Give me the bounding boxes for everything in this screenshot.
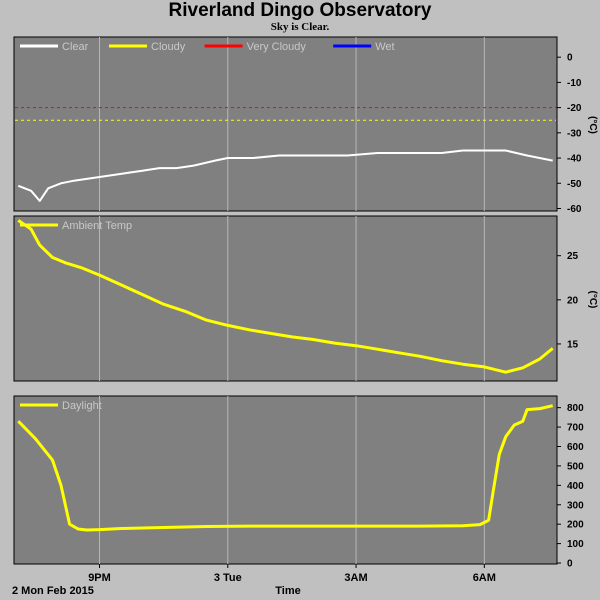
y-tick-label: 25 [567, 251, 579, 262]
series-line-daylight [17, 404, 554, 532]
chart-panel-0: 0 -10 -20 -30 -40 -50 -60 (°C) Clear Cloudy Very C… [13, 36, 598, 215]
y-axis-label: (°C) [587, 291, 598, 309]
sky-status-subtitle: Sky is Clear. [270, 21, 330, 33]
legend-label: Very Cloudy [247, 41, 307, 53]
x-tick-label: 9PM [88, 572, 111, 584]
y-tick-label: 300 [567, 500, 584, 511]
legend-label: Ambient Temp [62, 220, 132, 232]
y-tick-label: 15 [567, 339, 579, 350]
panel-background [13, 215, 558, 382]
x-tick-label: 3AM [344, 572, 367, 584]
series-line-ambient-temp [17, 219, 554, 374]
panel-background [13, 36, 558, 212]
y-tick-label: 600 [567, 442, 584, 453]
y-tick-label: 20 [567, 295, 579, 306]
y-tick-label: 400 [567, 481, 584, 492]
y-tick-label: 100 [567, 539, 584, 550]
legend-label: Wet [375, 41, 394, 53]
legend-label: Clear [62, 41, 89, 53]
y-tick-label: -30 [567, 128, 582, 139]
y-tick-label: -50 [567, 179, 582, 190]
y-tick-label: -60 [567, 204, 582, 215]
y-axis-label: (°C) [587, 116, 598, 134]
date-label: 2 Mon Feb 2015 [12, 585, 94, 597]
y-tick-label: 800 [567, 403, 584, 414]
y-tick-label: 200 [567, 520, 584, 531]
legend-label: Cloudy [151, 41, 186, 53]
y-tick-label: 500 [567, 461, 584, 472]
x-axis-label: Time [275, 585, 300, 597]
x-tick-label: 6AM [473, 572, 496, 584]
y-tick-label: -10 [567, 78, 582, 89]
chart-panel-2: 0 100 200 300 400 500 600 700 800 Daylight [13, 395, 584, 570]
page-title: Riverland Dingo Observatory [168, 0, 432, 21]
panel-background [13, 395, 558, 565]
y-tick-label: 0 [567, 559, 573, 570]
y-tick-label: -40 [567, 154, 582, 165]
series-line-clear [17, 149, 553, 202]
chart-panel-1: 15 20 25 (°C) Ambient Temp [13, 215, 598, 382]
y-tick-label: 700 [567, 423, 584, 434]
y-tick-label: -20 [567, 103, 582, 114]
x-tick-label: 3 Tue [214, 572, 242, 584]
legend-label: Daylight [62, 400, 102, 412]
y-tick-label: 0 [567, 53, 573, 64]
